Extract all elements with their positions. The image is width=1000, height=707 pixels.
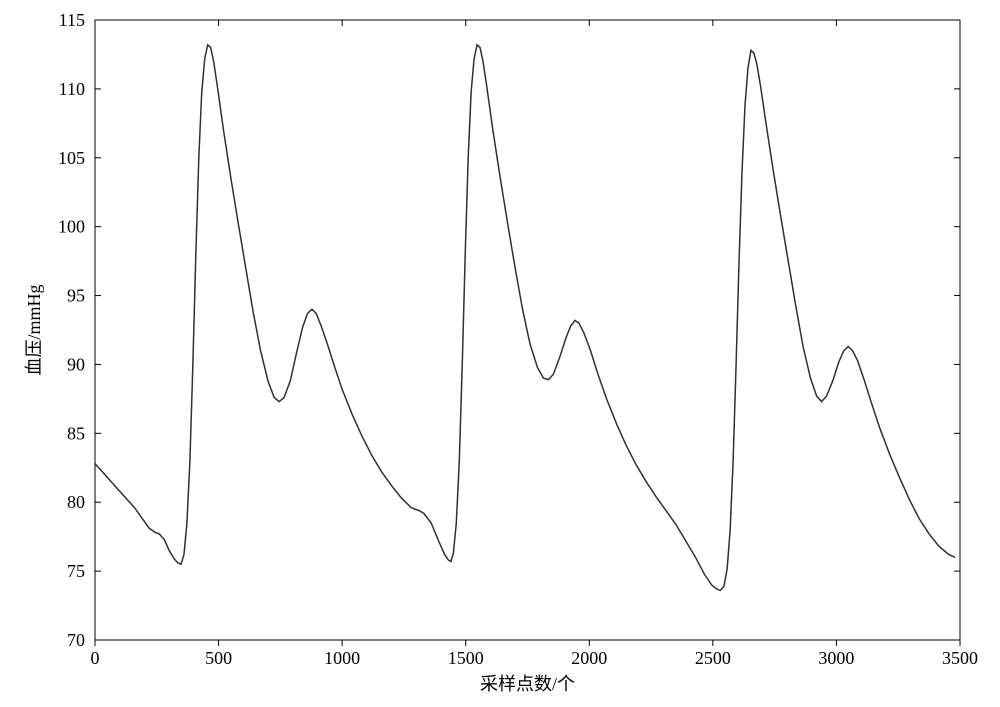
x-tick-label: 3500 <box>942 648 978 668</box>
x-tick-label: 1500 <box>448 648 484 668</box>
x-tick-label: 2500 <box>695 648 731 668</box>
y-tick-label: 90 <box>67 354 85 374</box>
chart-container: 0 500 1000 1500 2000 2500 3000 3500 70 75 80 85 90 95… <box>0 0 1000 707</box>
y-tick-label: 105 <box>58 148 85 168</box>
y-tick-label: 80 <box>67 492 85 512</box>
x-tick-label: 500 <box>205 648 232 668</box>
y-tick-label: 85 <box>67 423 85 443</box>
x-tick-label: 1000 <box>324 648 360 668</box>
line-chart: 0 500 1000 1500 2000 2500 3000 3500 70 75 80 85 90 95… <box>0 0 1000 707</box>
data-line <box>95 45 955 591</box>
x-tick-label: 3000 <box>818 648 854 668</box>
x-tick-label: 2000 <box>571 648 607 668</box>
x-tick-label: 0 <box>91 648 100 668</box>
y-tick-label: 115 <box>59 10 85 30</box>
y-tick-label: 110 <box>59 79 85 99</box>
y-axis-label: 血压/mmHg <box>24 284 44 375</box>
y-tick-label: 100 <box>58 217 85 237</box>
x-axis-label: 采样点数/个 <box>480 674 575 694</box>
y-tick-label: 70 <box>67 630 85 650</box>
y-tick-label: 75 <box>67 561 85 581</box>
y-tick-label: 95 <box>67 286 85 306</box>
